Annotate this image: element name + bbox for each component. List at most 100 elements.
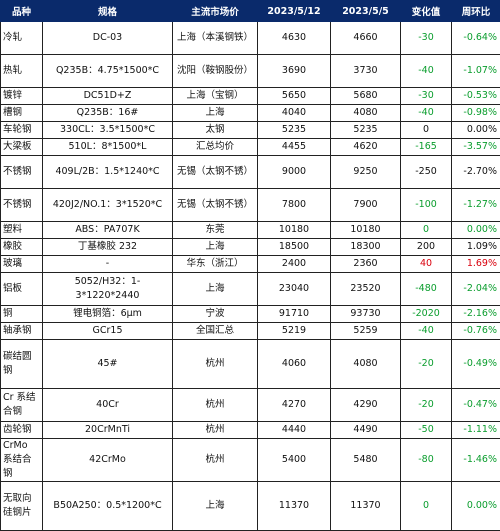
market-cell: 宁波 [173, 306, 258, 323]
spec-cell: 20CrMnTi [43, 422, 173, 439]
spec-cell: 5052/H32：1-3*1220*2440 [43, 273, 173, 306]
header-date-current: 2023/5/12 [258, 1, 331, 22]
price-current-cell: 4455 [258, 139, 331, 156]
price-current-cell: 4040 [258, 105, 331, 122]
price-previous-cell: 9250 [331, 156, 401, 189]
spec-cell: 330CL：3.5*1500*C [43, 122, 173, 139]
price-previous-cell: 5235 [331, 122, 401, 139]
price-current-cell: 4270 [258, 389, 331, 422]
week-ratio-cell: -0.53% [452, 88, 500, 105]
market-cell: 太钢 [173, 122, 258, 139]
spec-cell: Q235B：16# [43, 105, 173, 122]
spec-cell: - [43, 256, 173, 273]
week-ratio-cell: 0.00% [452, 482, 500, 531]
price-previous-cell: 4660 [331, 22, 401, 55]
spec-cell: 锂电铜箔：6μm [43, 306, 173, 323]
week-ratio-cell: -0.98% [452, 105, 500, 122]
category-cell: 不锈钢 [1, 156, 43, 189]
market-cell: 上海 [173, 105, 258, 122]
market-cell: 东莞 [173, 222, 258, 239]
market-cell: 杭州 [173, 439, 258, 482]
week-ratio-cell: 1.69% [452, 256, 500, 273]
category-cell: 无取向硅钢片 [1, 482, 43, 531]
week-ratio-cell: -2.16% [452, 306, 500, 323]
spec-cell: DC51D+Z [43, 88, 173, 105]
price-previous-cell: 4080 [331, 340, 401, 389]
spec-cell: 45# [43, 340, 173, 389]
category-cell: 不锈钢 [1, 189, 43, 222]
header-category: 品种 [1, 1, 43, 22]
change-cell: 200 [401, 239, 452, 256]
price-current-cell: 7800 [258, 189, 331, 222]
category-cell: 齿轮钢 [1, 422, 43, 439]
week-ratio-cell: -3.57% [452, 139, 500, 156]
spec-cell: 420J2/NO.1：3*1520*C [43, 189, 173, 222]
market-cell: 华东（浙江） [173, 256, 258, 273]
change-cell: -40 [401, 105, 452, 122]
price-previous-cell: 23520 [331, 273, 401, 306]
spec-cell: 丁基橡胶 232 [43, 239, 173, 256]
category-cell: 玻璃 [1, 256, 43, 273]
price-current-cell: 4060 [258, 340, 331, 389]
category-cell: 轴承钢 [1, 323, 43, 340]
category-cell: 橡胶 [1, 239, 43, 256]
price-previous-cell: 11370 [331, 482, 401, 531]
market-cell: 上海 [173, 482, 258, 531]
header-spec: 规格 [43, 1, 173, 22]
price-current-cell: 9000 [258, 156, 331, 189]
price-previous-cell: 93730 [331, 306, 401, 323]
price-previous-cell: 7900 [331, 189, 401, 222]
change-cell: -20 [401, 389, 452, 422]
category-cell: Cr 系结合钢 [1, 389, 43, 422]
price-previous-cell: 4490 [331, 422, 401, 439]
price-previous-cell: 4620 [331, 139, 401, 156]
header-week-ratio: 周环比 [452, 1, 500, 22]
table-header: 品种 规格 主流市场价 2023/5/12 2023/5/5 变化值 周环比 [1, 1, 500, 22]
change-cell: 0 [401, 222, 452, 239]
change-cell: -40 [401, 55, 452, 88]
change-cell: -20 [401, 340, 452, 389]
category-cell: 冷轧 [1, 22, 43, 55]
price-current-cell: 5650 [258, 88, 331, 105]
category-cell: 碳结圆钢 [1, 340, 43, 389]
market-cell: 上海 [173, 239, 258, 256]
category-cell: 槽钢 [1, 105, 43, 122]
price-previous-cell: 5480 [331, 439, 401, 482]
week-ratio-cell: 0.00% [452, 222, 500, 239]
market-cell: 上海 [173, 273, 258, 306]
change-cell: -40 [401, 323, 452, 340]
price-previous-cell: 2360 [331, 256, 401, 273]
week-ratio-cell: -1.07% [452, 55, 500, 88]
week-ratio-cell: -2.70% [452, 156, 500, 189]
week-ratio-cell: -2.04% [452, 273, 500, 306]
price-previous-cell: 4080 [331, 105, 401, 122]
week-ratio-cell: 1.09% [452, 239, 500, 256]
spec-cell: 409L/2B：1.5*1240*C [43, 156, 173, 189]
price-current-cell: 10180 [258, 222, 331, 239]
spec-cell: 510L：8*1500*L [43, 139, 173, 156]
change-cell: 0 [401, 482, 452, 531]
market-cell: 无锡（太钢不锈） [173, 189, 258, 222]
change-cell: 40 [401, 256, 452, 273]
market-cell: 全国汇总 [173, 323, 258, 340]
week-ratio-cell: -0.76% [452, 323, 500, 340]
price-current-cell: 4440 [258, 422, 331, 439]
category-cell: 大梁板 [1, 139, 43, 156]
category-cell: CrMo 系结合钢 [1, 439, 43, 482]
spec-cell: GCr15 [43, 323, 173, 340]
change-cell: -480 [401, 273, 452, 306]
price-current-cell: 5235 [258, 122, 331, 139]
week-ratio-cell: -0.49% [452, 340, 500, 389]
